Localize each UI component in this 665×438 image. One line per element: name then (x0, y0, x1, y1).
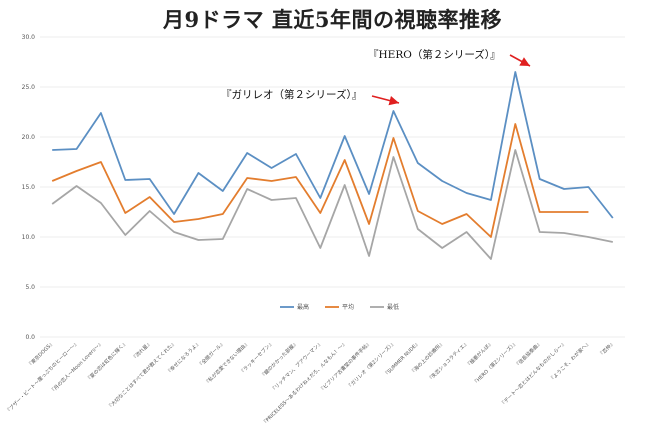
y-tick-label: 0.0 (25, 334, 35, 341)
annotation-galileo: 『ガリレオ（第２シリーズ）』 (221, 89, 363, 101)
arrow-galileo (371, 95, 400, 106)
series-line-最高 (52, 71, 614, 219)
y-tick-label: 30.0 (22, 34, 36, 41)
x-tick-label: 『夏の恋は虹色に輝く』 (85, 339, 129, 383)
x-tick-label: 『ようこそ、わが家へ』 (548, 339, 592, 383)
chart-title: 月9ドラマ 直近5年間の視聴率推移 (162, 7, 503, 32)
y-tick-label: 5.0 (25, 284, 35, 291)
legend-label: 最高 (297, 303, 309, 311)
annotation-hero: 『HERO（第２シリーズ）』 (368, 49, 501, 61)
x-tick-label: 『恋仲』 (597, 339, 616, 358)
x-tick-label: 『PRICELESS〜あるわけねぇだろ、んなもん！〜』 (261, 339, 348, 426)
y-tick-label: 20.0 (22, 134, 36, 141)
x-tick-label: 『リッチマン、プアウーマン』 (269, 339, 323, 393)
legend-label: 平均 (342, 303, 354, 311)
x-tick-label: 『私が恋愛できない理由』 (203, 339, 250, 386)
x-tick-label: 『流れ星』 (130, 339, 153, 362)
y-tick-label: 25.0 (22, 84, 36, 91)
y-tick-label: 15.0 (22, 184, 36, 191)
x-tick-label: 『失恋ショコラティエ』 (426, 339, 470, 383)
arrow-hero (509, 54, 531, 67)
x-tick-label: 『HERO（第2シリーズ）』 (472, 339, 519, 386)
legend-label: 最低 (387, 303, 399, 311)
series-line-最低 (51, 149, 613, 260)
x-tick-label: 『ガリレオ（第2シリーズ）』 (346, 339, 397, 390)
x-tick-label: 『ビブリア古書堂の事件手帖』 (318, 339, 372, 393)
series-line-平均 (51, 123, 589, 238)
y-tick-label: 10.0 (22, 234, 36, 241)
